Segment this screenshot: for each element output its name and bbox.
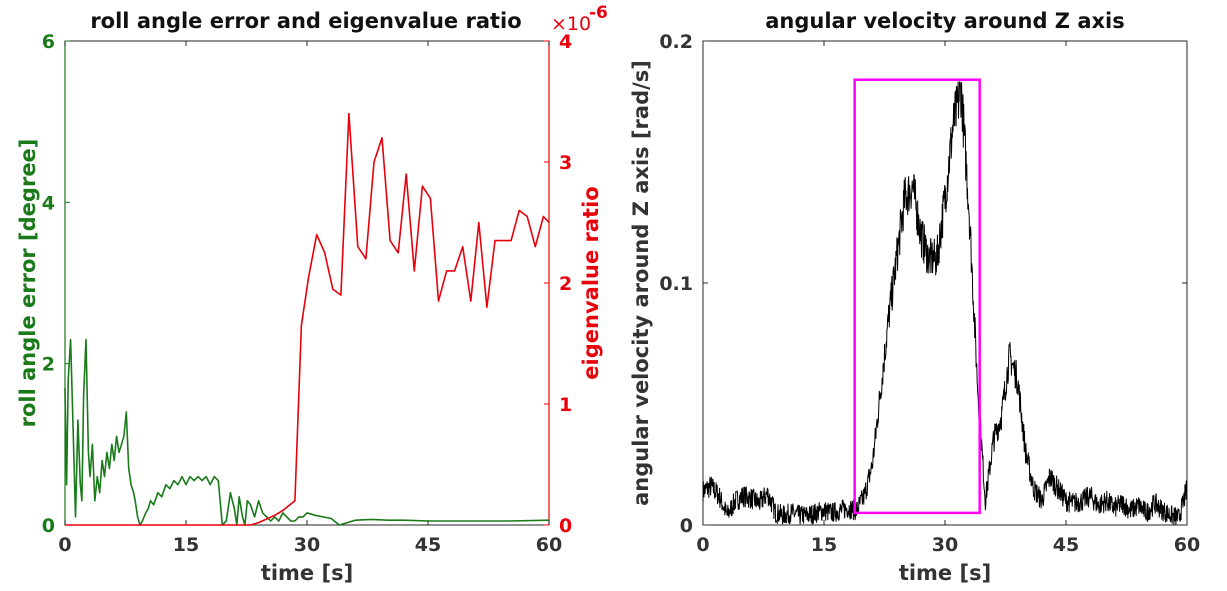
y-tick-label: 6	[42, 31, 55, 53]
eigenvalue-ratio-line	[65, 112, 550, 526]
left-x-axis-label: time [s]	[261, 561, 353, 585]
right-y-axis-label: angular velocity around Z axis [rad/s]	[629, 60, 653, 506]
y-tick-label: 3	[559, 152, 572, 174]
y-tick-label: 0	[680, 515, 693, 537]
y-tick-label: 1	[559, 394, 572, 416]
right-plot-area: 0 15 30 45 60 0 0.1 0.2	[659, 31, 1200, 556]
y-tick-label: 2	[42, 354, 55, 376]
y-tick-label: 4	[559, 31, 572, 53]
left-chart: roll angle error and eigenvalue ratio 0 1…	[16, 3, 608, 585]
eigen-multiplier-exponent: -6	[589, 3, 608, 23]
roll-angle-error-line	[64, 338, 550, 526]
angular-velocity-line	[702, 81, 1188, 526]
left-y-ticks-roll: 0 2 4 6	[42, 31, 70, 537]
x-tick-label: 0	[58, 534, 71, 556]
y-tick-label: 2	[559, 273, 572, 295]
right-y-ticks: 0 0.1 0.2	[659, 31, 1187, 537]
left-y-axis-label-eigen: eigenvalue ratio	[579, 186, 603, 379]
right-plot-frame	[702, 40, 1188, 526]
y-tick-label: 0	[42, 515, 55, 537]
x-tick-label: 30	[294, 534, 320, 556]
y-tick-label: 0.2	[659, 31, 693, 53]
y-tick-label: 4	[42, 192, 55, 214]
y-tick-label: 0	[559, 515, 572, 537]
x-tick-label: 30	[932, 534, 958, 556]
right-chart-title: angular velocity around Z axis	[765, 9, 1125, 33]
left-plot-area: 0 15 30 45 60 0 2 4 6 0 1 2 3 4	[42, 31, 572, 556]
x-tick-label: 60	[1174, 534, 1200, 556]
left-y-axis-label-roll: roll angle error [degree]	[16, 139, 40, 428]
highlight-box	[853, 78, 981, 515]
right-x-ticks: 0 15 30 45 60	[696, 41, 1200, 556]
x-tick-label: 45	[415, 534, 441, 556]
y-tick-label: 0.1	[659, 273, 693, 295]
x-tick-label: 0	[696, 534, 709, 556]
x-tick-label: 45	[1053, 534, 1079, 556]
left-chart-title: roll angle error and eigenvalue ratio	[90, 9, 521, 33]
x-tick-label: 15	[811, 534, 837, 556]
eigen-multiplier-base: ×10	[551, 13, 591, 35]
x-tick-label: 15	[173, 534, 199, 556]
x-tick-label: 60	[536, 534, 562, 556]
right-x-axis-label: time [s]	[899, 561, 991, 585]
eigen-multiplier-label: ×10 -6	[551, 3, 608, 35]
right-chart: angular velocity around Z axis 0 15 30 45 60…	[629, 9, 1200, 585]
left-y-ticks-eigen: 0 1 2 3 4	[544, 31, 572, 537]
left-x-ticks: 0 15 30 45 60	[58, 41, 562, 556]
